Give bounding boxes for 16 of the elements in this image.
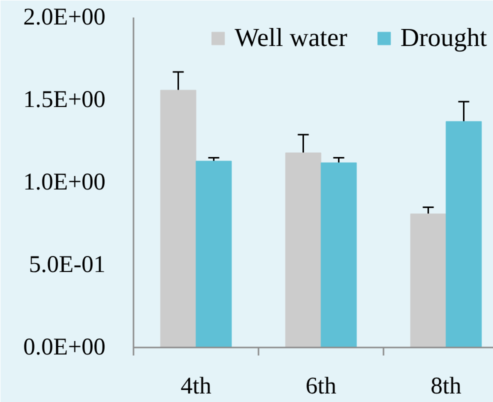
y-tick-label: 1.0E+00 [23, 170, 106, 196]
y-tick-label: 1.5E+00 [23, 87, 106, 113]
bar [196, 160, 232, 348]
bar [160, 90, 196, 348]
y-tick-label: 0.0E+00 [23, 334, 106, 360]
bar [320, 162, 357, 348]
x-tick-label: 4th [180, 374, 212, 400]
y-tick-label: 2.0E+00 [23, 4, 106, 30]
y-tick-label: 5.0E-01 [28, 252, 106, 278]
bar [446, 121, 482, 348]
bar [410, 214, 446, 348]
legend-label: Well water [234, 23, 348, 53]
x-tick-label: 8th [430, 374, 462, 400]
bar [285, 152, 322, 348]
x-tick-label: 6th [306, 374, 336, 400]
legend-label: Drought [400, 23, 487, 53]
